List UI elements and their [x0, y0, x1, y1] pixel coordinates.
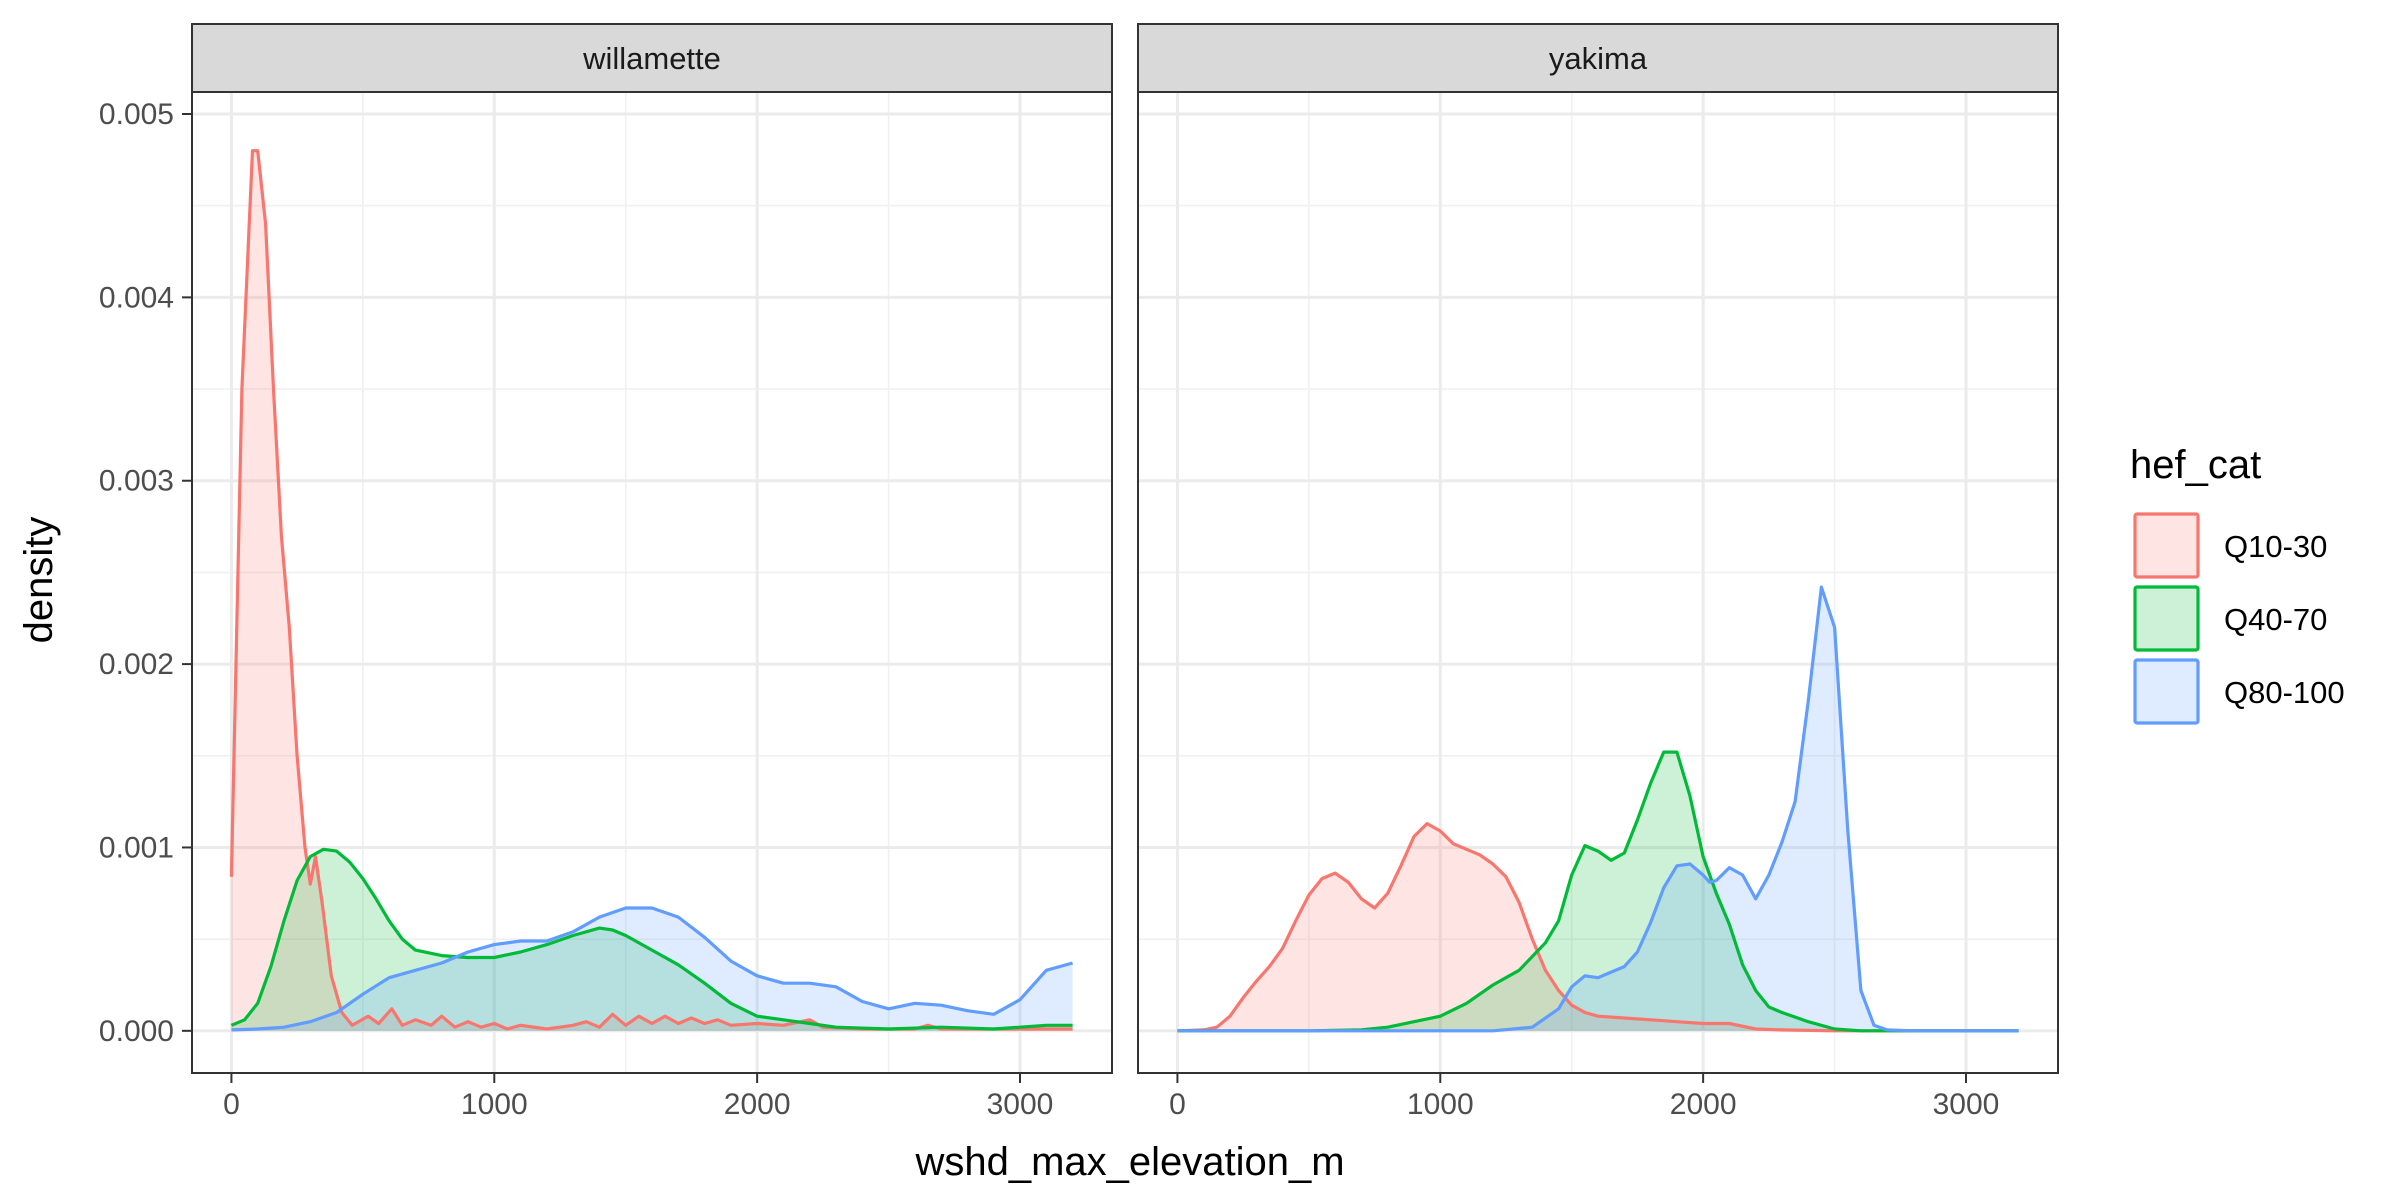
strip-label: willamette [582, 41, 721, 76]
legend-label: Q40-70 [2224, 602, 2327, 637]
density-area-yakima-2 [1177, 587, 2019, 1031]
x-axis-title: wshd_max_elevation_m [914, 1140, 1344, 1184]
legend-key-background [2133, 585, 2200, 652]
density-line-yakima-1 [1177, 750, 2019, 1033]
x-tick-label: 3000 [1933, 1088, 2000, 1121]
density-area-willamette-2 [231, 908, 1073, 1031]
density-area-yakima-0 [1177, 823, 2019, 1031]
x-tick-label: 0 [223, 1088, 240, 1121]
y-tick-label: 0.002 [99, 648, 174, 681]
legend-title: hef_cat [2130, 443, 2261, 487]
strip-yakima [1137, 23, 2059, 93]
legend-item-Q10-30: Q10-30 [2133, 512, 2327, 579]
panel-background [1138, 92, 2058, 1073]
strip-willamette [191, 23, 1113, 93]
legend-item-Q40-70: Q40-70 [2133, 585, 2327, 652]
x-tick-label: 2000 [1670, 1088, 1737, 1121]
density-line-yakima-0 [1177, 822, 2019, 1033]
y-tick-label: 0.005 [99, 98, 174, 131]
y-tick-label: 0.001 [99, 831, 174, 864]
y-axis-title: density [17, 517, 61, 644]
y-tick-label: 0.003 [99, 465, 174, 498]
density-line-yakima-2 [1177, 585, 2019, 1033]
legend: hef_cat Q10-30 Q40-70 Q80-100 [2130, 443, 2345, 725]
legend-key-background [2133, 658, 2200, 725]
x-tick-label: 1000 [461, 1088, 528, 1121]
y-tick-label: 0.004 [99, 281, 174, 314]
strip-label: yakima [1549, 41, 1648, 76]
legend-key-background [2133, 512, 2200, 579]
y-tick-label: 0.000 [99, 1015, 174, 1048]
density-line-willamette-2 [231, 906, 1074, 1032]
density-area-willamette-0 [231, 150, 1073, 1031]
legend-key-swatch [2133, 658, 2200, 725]
x-tick-label: 0 [1169, 1088, 1186, 1121]
panel-willamette: willamette 0 1000 2000 3000 0.000 0.001 0.002 0.… [99, 23, 1113, 1121]
panel-yakima: yakima 0 1000 2000 3000 [1137, 23, 2059, 1121]
legend-label: Q10-30 [2224, 529, 2327, 564]
legend-label: Q80-100 [2224, 675, 2345, 710]
density-line-willamette-1 [230, 847, 1073, 1031]
x-tick-label: 2000 [724, 1088, 791, 1121]
density-area-willamette-1 [231, 849, 1073, 1031]
density-area-yakima-1 [1177, 752, 2019, 1031]
legend-item-Q80-100: Q80-100 [2133, 658, 2345, 725]
x-tick-label: 1000 [1407, 1088, 1474, 1121]
x-tick-label: 3000 [987, 1088, 1054, 1121]
legend-key-swatch [2133, 585, 2200, 652]
density-line-willamette-0 [229, 149, 1073, 1031]
legend-key-swatch [2133, 512, 2200, 579]
